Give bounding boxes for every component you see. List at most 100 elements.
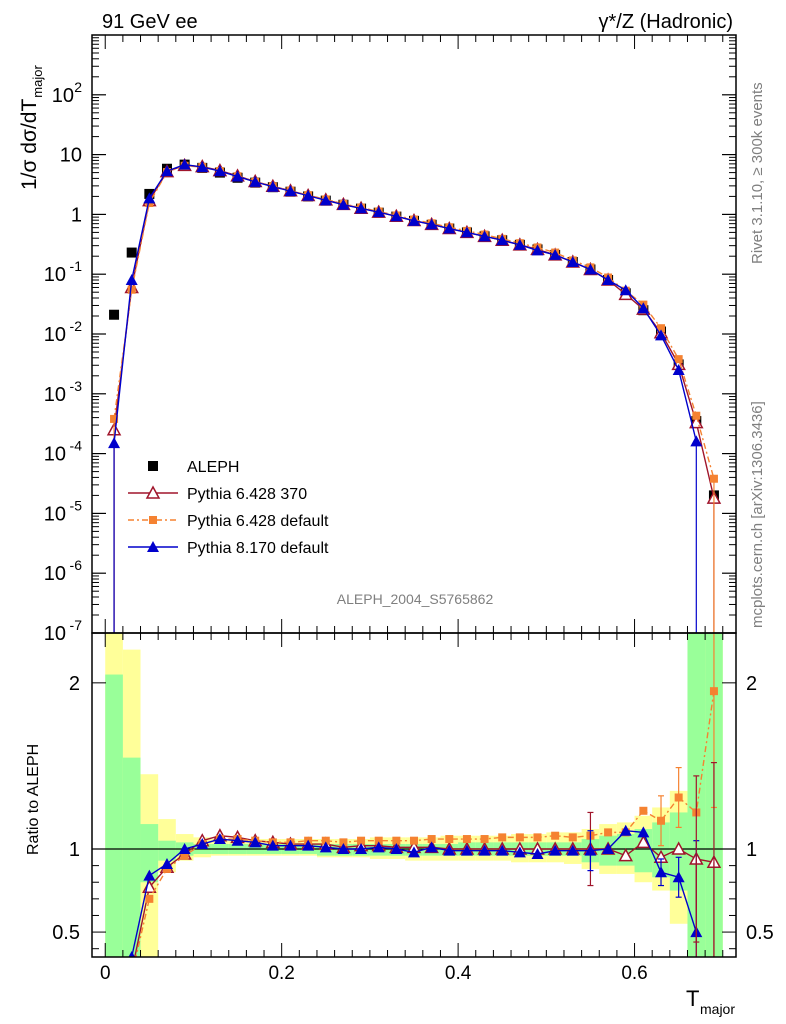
- data-point: [674, 355, 683, 364]
- y-tick-label-exponent: -7: [70, 617, 83, 633]
- ratio-point: [566, 844, 579, 856]
- ratio-point: [357, 836, 366, 845]
- ratio-panel-series: [108, 633, 722, 1019]
- main-panel-series: [106, 157, 722, 633]
- data-point: [672, 364, 685, 376]
- ratio-point: [128, 971, 136, 979]
- ratio-point: [408, 846, 420, 858]
- data-point: [372, 206, 385, 218]
- ratio-point: [319, 841, 332, 853]
- ratio-point: [178, 843, 191, 854]
- ratio-y-tick-label: 0.5: [52, 922, 80, 944]
- ratio-point: [284, 839, 297, 851]
- ratio-point: [108, 1007, 120, 1018]
- ratio-point: [445, 835, 454, 844]
- ratio-point: [496, 844, 509, 856]
- data-point: [496, 234, 509, 246]
- ratio-point: [551, 831, 560, 840]
- ratio-point: [108, 1008, 120, 1019]
- data-point: [160, 165, 173, 177]
- ratio-point: [126, 966, 138, 977]
- legend-label: Pythia 6.428 370: [187, 486, 307, 503]
- data-point: [127, 285, 136, 294]
- ratio-point: [515, 833, 524, 842]
- data-point: [319, 194, 332, 206]
- ratio-point: [443, 844, 456, 856]
- ratio-point: [392, 836, 401, 845]
- analysis-id: ALEPH_2004_S5765862: [337, 591, 494, 607]
- ratio-uncertainty-bands: [105, 633, 723, 957]
- ratio-point: [374, 836, 383, 845]
- header-left: 91 GeV ee: [102, 11, 198, 33]
- data-point: [531, 244, 544, 256]
- x-tick-label: 0.4: [445, 963, 472, 984]
- y-tick-label-exponent: 2: [74, 79, 82, 95]
- y-tick-label: 10: [52, 85, 74, 107]
- ratio-point: [128, 951, 135, 957]
- data-point: [143, 192, 156, 204]
- data-point: [126, 247, 137, 258]
- data-point: [690, 435, 703, 447]
- ratio-point: [533, 833, 542, 842]
- x-label-subscript: major: [700, 1001, 735, 1017]
- ratio-green-band: [634, 829, 653, 873]
- y-tick-label: 10: [44, 563, 66, 585]
- ratio-point: [196, 838, 209, 850]
- data-point: [213, 165, 226, 177]
- data-point: [602, 273, 615, 285]
- ratio-point: [321, 836, 330, 845]
- ratio-point: [180, 851, 189, 860]
- data-point: [284, 185, 297, 197]
- ratio-point: [266, 839, 279, 851]
- data-point: [425, 218, 438, 230]
- ratio-point: [462, 835, 471, 844]
- ratio-point: [410, 836, 418, 845]
- ratio-point: [480, 835, 489, 844]
- ratio-point: [671, 841, 686, 855]
- ratio-point: [143, 869, 156, 881]
- ratio-y-tick-label: 1: [69, 839, 80, 861]
- data-point: [478, 230, 491, 242]
- y-tick-label: 10: [44, 324, 66, 346]
- series-line: [113, 163, 697, 444]
- legend-label: Pythia 8.170 default: [187, 540, 329, 557]
- data-point: [110, 414, 119, 423]
- data-point: [108, 437, 121, 449]
- data-point: [231, 170, 244, 182]
- ratio-point: [636, 834, 651, 849]
- y-tick-label: 10: [60, 145, 82, 167]
- header-right: γ*/Z (Hadronic): [599, 11, 733, 33]
- ratio-y-tick-label-right: 0.5: [746, 922, 774, 944]
- data-point: [655, 329, 668, 341]
- ratio-point: [568, 833, 577, 842]
- ratio-point: [604, 828, 613, 837]
- y-tick-label-exponent: -2: [70, 318, 83, 334]
- x-tick-label: 0: [100, 963, 111, 984]
- y-tick-label-exponent: -3: [70, 378, 83, 394]
- ratio-green-band: [122, 757, 141, 957]
- y-tick-label-exponent: -6: [70, 557, 83, 573]
- data-point: [584, 263, 597, 275]
- data-point: [566, 255, 579, 267]
- ratio-point: [531, 847, 544, 859]
- ratio-point: [460, 844, 473, 856]
- ratio-point: [390, 843, 403, 854]
- y-tick-label: 1: [71, 204, 82, 226]
- ratio-y-tick-label: 2: [69, 673, 80, 695]
- y-tick-label: 10: [44, 444, 66, 466]
- ratio-point: [513, 846, 526, 858]
- data-point: [355, 202, 368, 214]
- ratio-point: [618, 848, 633, 862]
- ratio-green-band: [158, 840, 176, 861]
- y-tick-label: 10: [44, 384, 66, 406]
- legend-marker: [148, 461, 158, 471]
- series-line: [113, 165, 715, 479]
- ratio-point: [602, 843, 615, 854]
- ratio-point: [372, 841, 385, 853]
- ratio-point: [145, 894, 154, 903]
- data-point: [513, 238, 526, 250]
- ratio-point: [110, 1008, 118, 1016]
- ratio-point: [160, 857, 173, 869]
- ratio-point: [639, 806, 648, 815]
